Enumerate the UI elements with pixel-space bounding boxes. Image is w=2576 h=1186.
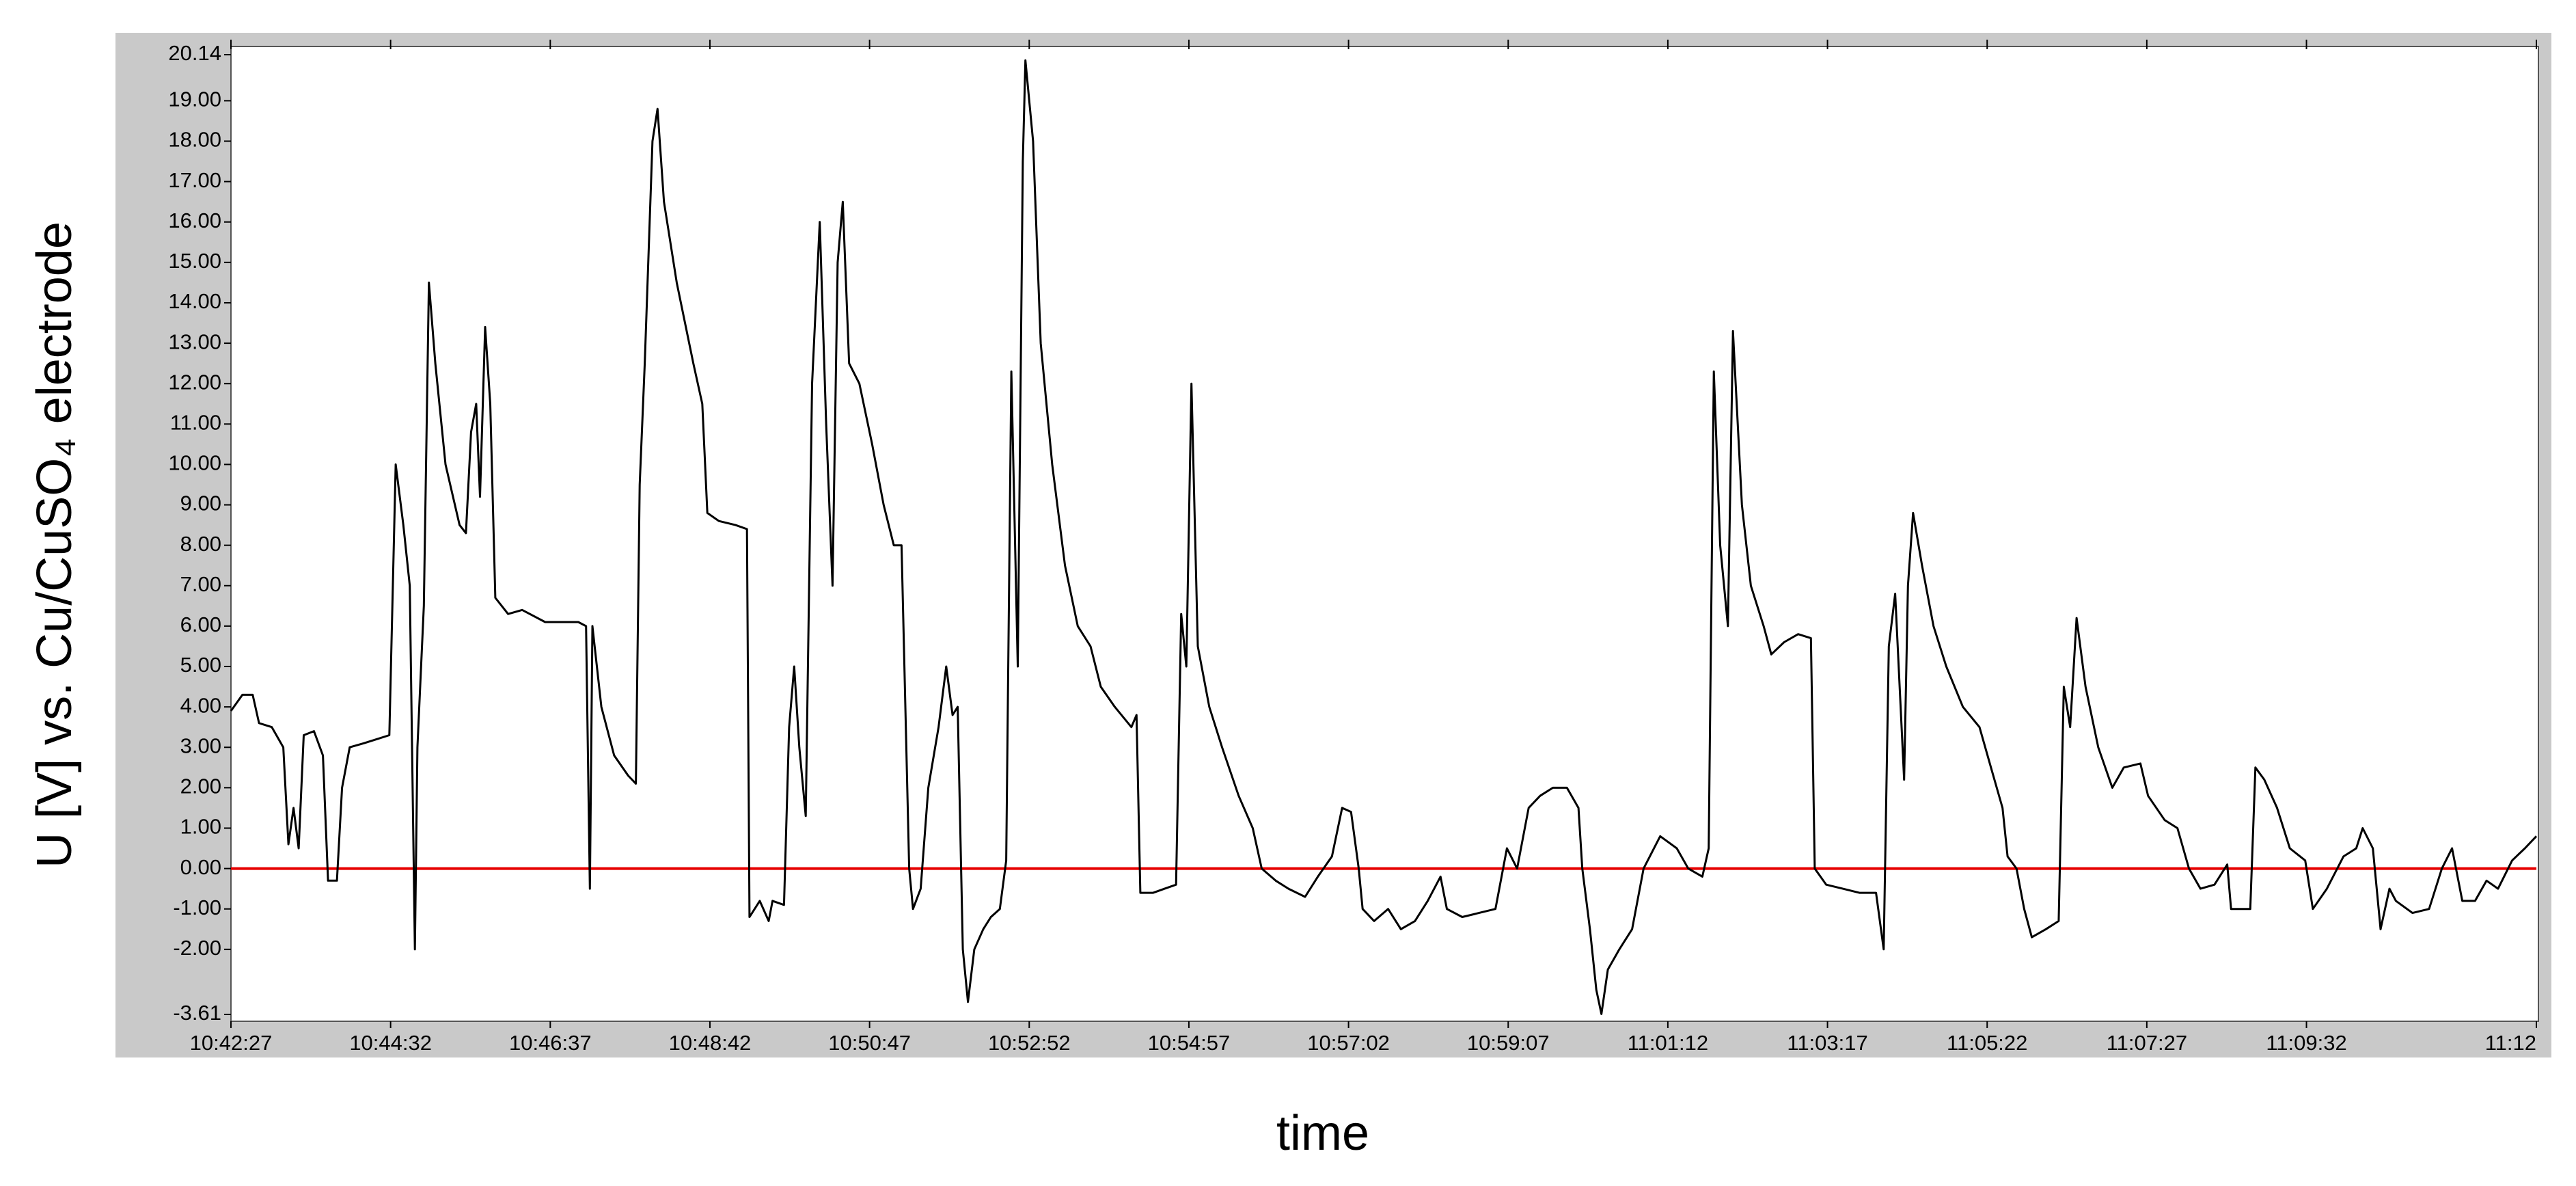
y-tick-label: -3.61 [173, 1001, 221, 1025]
x-tick-label: 11:12 [2485, 1031, 2536, 1055]
x-tick-label: 10:44:32 [349, 1031, 432, 1055]
y-tick-label: 10.00 [168, 451, 221, 475]
y-tick-label: 3.00 [180, 733, 221, 757]
data-line [230, 59, 2538, 1015]
y-tick-label: 8.00 [180, 532, 221, 556]
y-tick-label: 9.00 [180, 491, 221, 515]
y-tick-label: 7.00 [180, 572, 221, 596]
y-tick-label: 13.00 [168, 329, 221, 353]
x-axis-label: time [1276, 1106, 1369, 1161]
x-tick-label: 11:05:22 [1947, 1031, 2027, 1055]
x-tick-label: 10:57:02 [1307, 1031, 1390, 1055]
y-tick-label: 6.00 [180, 612, 221, 636]
y-tick-label: 15.00 [168, 249, 221, 273]
y-tick-label: 14.00 [168, 289, 221, 313]
x-tick-label: 10:46:37 [509, 1031, 592, 1055]
x-tick-label: 11:07:27 [2107, 1031, 2187, 1055]
x-tick-label: 10:42:27 [190, 1031, 273, 1055]
y-tick-label: 4.00 [180, 693, 221, 717]
x-tick-label: 11:03:17 [1787, 1031, 1867, 1055]
y-tick-label: 0.00 [180, 855, 221, 879]
y-tick-label: 12.00 [168, 370, 221, 394]
x-tick-label: 11:09:32 [2266, 1031, 2346, 1055]
y-tick-label: 18.00 [168, 128, 221, 152]
y-tick-label: 5.00 [180, 653, 221, 677]
y-tick-label: 11.00 [170, 411, 221, 435]
y-tick-label: 1.00 [180, 815, 221, 839]
y-axis-label: U [V] vs. Cu/CuSO₄ electrode [27, 221, 82, 868]
y-tick-label: 20.14 [168, 41, 221, 65]
x-tick-label: 10:48:42 [669, 1031, 752, 1055]
y-tick-label: 16.00 [168, 208, 221, 232]
x-tick-label: 10:52:52 [988, 1031, 1071, 1055]
x-tick-label: 10:50:47 [828, 1031, 911, 1055]
y-tick-label: 2.00 [180, 774, 221, 798]
y-tick-label: 19.00 [168, 87, 221, 111]
x-tick-label: 10:59:07 [1467, 1031, 1550, 1055]
x-tick-label: 10:54:57 [1148, 1031, 1231, 1055]
y-tick-label: -2.00 [173, 936, 221, 960]
x-tick-label: 11:01:12 [1628, 1031, 1708, 1055]
y-tick-label: 17.00 [168, 168, 221, 192]
plot-area [230, 46, 2539, 1022]
y-tick-label: -1.00 [173, 895, 221, 919]
